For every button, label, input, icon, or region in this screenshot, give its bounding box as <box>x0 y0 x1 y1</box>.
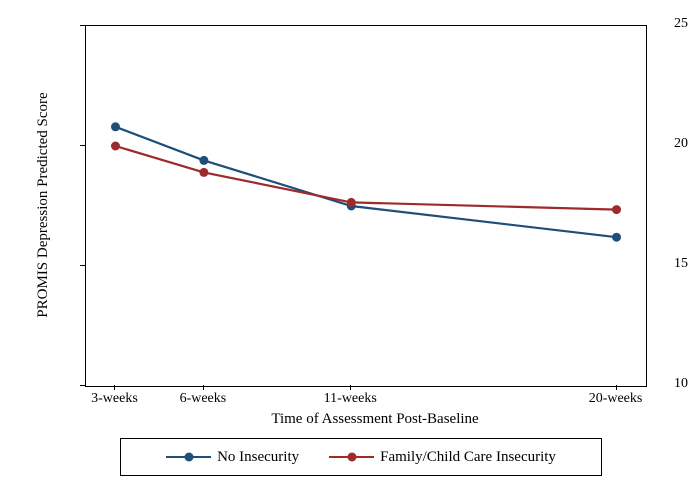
y-tick-label: 15 <box>615 256 688 272</box>
x-tick-mark <box>203 385 204 390</box>
legend: No Insecurity Family/Child Care Insecurit… <box>120 438 602 476</box>
y-tick-mark <box>80 145 85 146</box>
x-tick-label: 20-weeks <box>589 391 643 407</box>
y-tick-mark <box>80 385 85 386</box>
series-marker <box>347 198 356 207</box>
legend-label: Family/Child Care Insecurity <box>380 449 556 466</box>
y-axis-label: PROMIS Depression Predicted Score <box>35 75 52 335</box>
legend-line <box>166 456 211 458</box>
x-tick-mark <box>616 385 617 390</box>
x-tick-mark <box>114 385 115 390</box>
series-marker <box>199 156 208 165</box>
plot-area <box>85 25 647 387</box>
series-marker <box>111 142 120 151</box>
x-tick-label: 6-weeks <box>180 391 227 407</box>
series-marker <box>612 233 621 242</box>
series-marker <box>612 205 621 214</box>
legend-item: Family/Child Care Insecurity <box>329 449 556 466</box>
legend-marker <box>347 453 356 462</box>
series-marker <box>111 122 120 131</box>
legend-marker <box>184 453 193 462</box>
x-tick-mark <box>350 385 351 390</box>
legend-item: No Insecurity <box>166 449 299 466</box>
chart-lines <box>86 26 646 386</box>
y-tick-label: 10 <box>615 376 688 392</box>
y-tick-label: 25 <box>615 16 688 32</box>
legend-line <box>329 456 374 458</box>
x-tick-label: 11-weeks <box>324 391 377 407</box>
legend-label: No Insecurity <box>217 449 299 466</box>
y-tick-mark <box>80 265 85 266</box>
x-axis-label: Time of Assessment Post-Baseline <box>245 411 505 428</box>
x-tick-label: 3-weeks <box>91 391 138 407</box>
series-marker <box>199 168 208 177</box>
series-line <box>115 127 616 237</box>
y-tick-label: 20 <box>615 136 688 152</box>
y-tick-mark <box>80 25 85 26</box>
chart-container: 10152025 3-weeks6-weeks11-weeks20-weeks … <box>0 0 688 502</box>
